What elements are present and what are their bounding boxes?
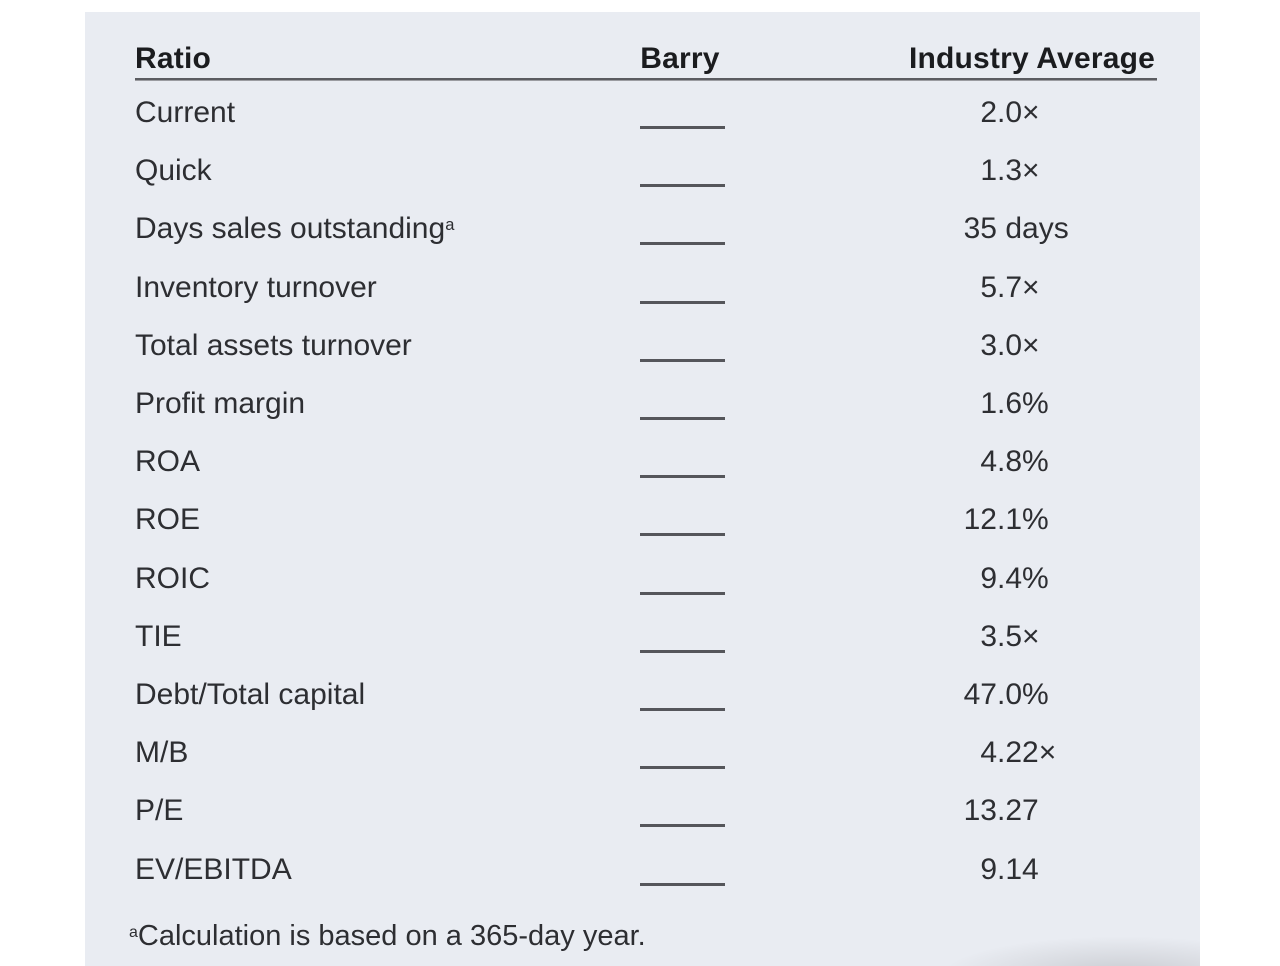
footnote-marker-superscript: a <box>129 924 138 942</box>
footnote-marker-superscript: a <box>445 216 455 235</box>
table-row: Current 2.0× <box>85 84 1200 142</box>
scan-shadow-artifact <box>940 936 1200 966</box>
ratio-name: EV/EBITDA <box>135 852 292 886</box>
industry-average-value: 5.7× <box>980 270 1040 304</box>
ratio-name: ROA <box>135 445 201 479</box>
industry-average-value: 4.8% <box>980 445 1049 479</box>
table-row: P/E 13.27 <box>85 782 1200 840</box>
barry-blank-line <box>640 870 725 886</box>
industry-average-value: 13.27 <box>963 794 1039 828</box>
industry-average-value: 3.0× <box>980 328 1040 362</box>
table-header-row: Ratio Barry Industry Average <box>85 12 1200 79</box>
industry-average-value: 3.5× <box>980 619 1040 653</box>
header-rule <box>135 78 1157 81</box>
table-body: Current 2.0× Quick 1.3× Days sales outst… <box>85 84 1200 899</box>
table-row: ROIC 9.4% <box>85 550 1200 608</box>
industry-average-value: 4.22× <box>980 736 1057 770</box>
ratio-name: Inventory turnover <box>135 270 377 304</box>
footnote-text: Calculation is based on a 365-day year. <box>137 920 646 952</box>
ratio-name: Current <box>135 96 236 130</box>
barry-blank-line <box>640 462 725 479</box>
ratio-name: P/E <box>135 794 184 828</box>
barry-blank-line <box>640 288 725 304</box>
table-row: M/B 4.22× <box>85 724 1200 782</box>
industry-average-value: 1.3× <box>980 154 1040 188</box>
industry-average-value: 9.14 <box>980 852 1039 886</box>
column-header-barry: Barry <box>640 42 720 75</box>
column-header-ratio: Ratio <box>135 42 211 75</box>
ratio-name: ROIC <box>135 561 210 595</box>
industry-average-value: 2.0× <box>980 96 1040 130</box>
industry-average-value: 1.6% <box>980 387 1049 421</box>
barry-blank-line <box>640 113 725 130</box>
table-row: Profit margin 1.6% <box>85 375 1200 433</box>
barry-blank-line <box>640 171 725 188</box>
ratio-name: ROE <box>135 503 201 537</box>
barry-blank-line <box>640 579 725 595</box>
table-row: ROE 12.1% <box>85 491 1200 549</box>
table-row: Total assets turnover 3.0× <box>85 317 1200 375</box>
table-row: TIE 3.5× <box>85 608 1200 666</box>
table-row: Days sales outstandinga 35 days <box>85 200 1200 258</box>
ratio-name: TIE <box>135 619 182 653</box>
barry-blank-line <box>640 811 725 828</box>
industry-average-value: 35 days <box>963 212 1069 246</box>
barry-blank-line <box>640 753 725 770</box>
industry-average-value: 9.4% <box>980 561 1049 595</box>
barry-blank-line <box>640 346 725 362</box>
table-row: ROA 4.8% <box>85 433 1200 491</box>
industry-average-value: 47.0% <box>963 677 1049 711</box>
table-row: Debt/Total capital 47.0% <box>85 666 1200 724</box>
barry-blank-line <box>640 637 725 653</box>
ratio-name: Debt/Total capital <box>135 677 366 711</box>
table-row: EV/EBITDA 9.14 <box>85 840 1200 898</box>
ratio-name: Profit margin <box>135 387 306 421</box>
table-row: Inventory turnover 5.7× <box>85 259 1200 317</box>
industry-average-value: 12.1% <box>963 503 1049 537</box>
column-header-industry-average: Industry Average <box>908 42 1155 75</box>
barry-blank-line <box>640 695 725 711</box>
ratio-table-panel: Ratio Barry Industry Average Current 2.0… <box>85 12 1200 966</box>
barry-blank-line <box>640 520 725 537</box>
ratio-name: Days sales outstandinga <box>135 212 455 246</box>
ratio-name: Quick <box>135 154 212 188</box>
ratio-name: M/B <box>135 736 189 770</box>
barry-blank-line <box>640 229 725 246</box>
table-footnote: aCalculation is based on a 365-day year. <box>129 920 646 953</box>
ratio-name: Total assets turnover <box>135 328 412 362</box>
table-row: Quick 1.3× <box>85 142 1200 200</box>
barry-blank-line <box>640 404 725 421</box>
